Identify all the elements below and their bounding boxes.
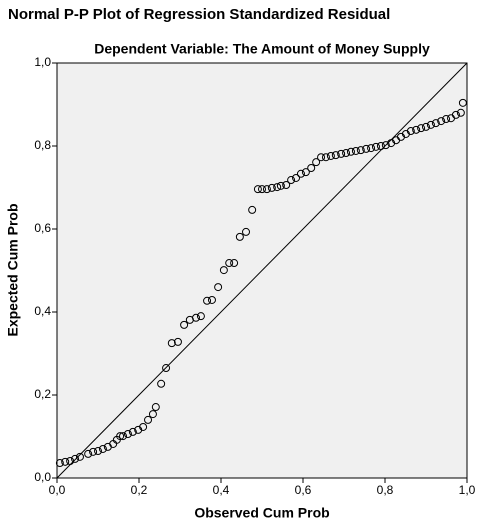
y-tick-label: 0,8 bbox=[34, 138, 51, 152]
point bbox=[116, 432, 125, 441]
point bbox=[89, 447, 98, 456]
point bbox=[180, 320, 189, 329]
point bbox=[381, 141, 390, 150]
x-tick-label: 1,0 bbox=[459, 483, 476, 497]
point bbox=[456, 108, 465, 117]
point bbox=[119, 432, 128, 441]
point bbox=[292, 173, 301, 182]
point bbox=[417, 124, 426, 133]
point bbox=[337, 149, 346, 158]
x-tick-label: 0,2 bbox=[131, 483, 148, 497]
point bbox=[317, 153, 326, 162]
y-axis-label: Expected Cum Prob bbox=[5, 203, 21, 336]
point bbox=[258, 185, 266, 194]
point bbox=[230, 259, 239, 268]
point bbox=[307, 163, 316, 172]
point bbox=[458, 98, 467, 107]
chart-title: Normal P-P Plot of Regression Standardiz… bbox=[8, 6, 390, 23]
point bbox=[157, 379, 166, 388]
point bbox=[287, 176, 296, 185]
point bbox=[128, 427, 137, 436]
point bbox=[326, 151, 335, 160]
point bbox=[301, 168, 310, 177]
point bbox=[253, 185, 262, 194]
point bbox=[196, 312, 205, 321]
point bbox=[321, 153, 330, 162]
point bbox=[173, 337, 182, 346]
point bbox=[75, 452, 84, 461]
point bbox=[276, 181, 285, 190]
point bbox=[371, 142, 380, 151]
point bbox=[242, 227, 251, 236]
point bbox=[351, 146, 360, 155]
point bbox=[207, 295, 216, 304]
point bbox=[331, 151, 340, 160]
point bbox=[267, 183, 276, 192]
y-tick-label: 0,6 bbox=[34, 221, 51, 235]
point bbox=[412, 125, 421, 134]
point bbox=[342, 149, 351, 158]
point bbox=[144, 415, 153, 424]
y-tick-label: 1,0 bbox=[34, 55, 51, 69]
point bbox=[422, 122, 430, 131]
point bbox=[437, 117, 446, 126]
y-tick-label: 0,0 bbox=[34, 470, 51, 484]
point bbox=[66, 456, 75, 465]
point bbox=[98, 444, 107, 453]
point bbox=[282, 181, 291, 190]
point bbox=[262, 185, 271, 194]
point bbox=[367, 144, 376, 153]
point bbox=[225, 259, 234, 268]
point bbox=[406, 127, 415, 136]
point bbox=[451, 110, 460, 119]
point bbox=[139, 422, 148, 431]
point bbox=[273, 183, 282, 192]
point bbox=[71, 454, 80, 463]
point bbox=[162, 364, 171, 373]
x-tick-label: 0,4 bbox=[213, 483, 230, 497]
point bbox=[426, 120, 435, 129]
x-tick-label: 0,6 bbox=[295, 483, 312, 497]
y-tick-label: 0,2 bbox=[34, 387, 51, 401]
point bbox=[55, 459, 64, 468]
point bbox=[167, 339, 176, 348]
point bbox=[235, 232, 244, 241]
point bbox=[356, 146, 365, 155]
point bbox=[203, 296, 212, 305]
point bbox=[362, 144, 371, 153]
point bbox=[151, 403, 160, 412]
point bbox=[84, 449, 93, 458]
y-tick-label: 0,4 bbox=[34, 304, 51, 318]
point bbox=[431, 119, 440, 128]
point bbox=[123, 430, 132, 439]
x-axis-label: Observed Cum Prob bbox=[194, 505, 329, 521]
point bbox=[214, 283, 223, 292]
point bbox=[442, 115, 451, 124]
point bbox=[148, 410, 157, 419]
chart-subtitle: Dependent Variable: The Amount of Money … bbox=[94, 41, 430, 57]
point bbox=[61, 457, 70, 466]
x-tick-label: 0,8 bbox=[377, 483, 394, 497]
point bbox=[376, 142, 385, 150]
point bbox=[296, 169, 305, 178]
point bbox=[248, 205, 257, 214]
point bbox=[94, 447, 102, 456]
point bbox=[312, 158, 321, 167]
x-tick-label: 0,0 bbox=[49, 483, 66, 497]
point bbox=[346, 147, 355, 156]
point bbox=[219, 266, 228, 275]
point bbox=[191, 313, 200, 322]
reference-line bbox=[56, 62, 468, 479]
